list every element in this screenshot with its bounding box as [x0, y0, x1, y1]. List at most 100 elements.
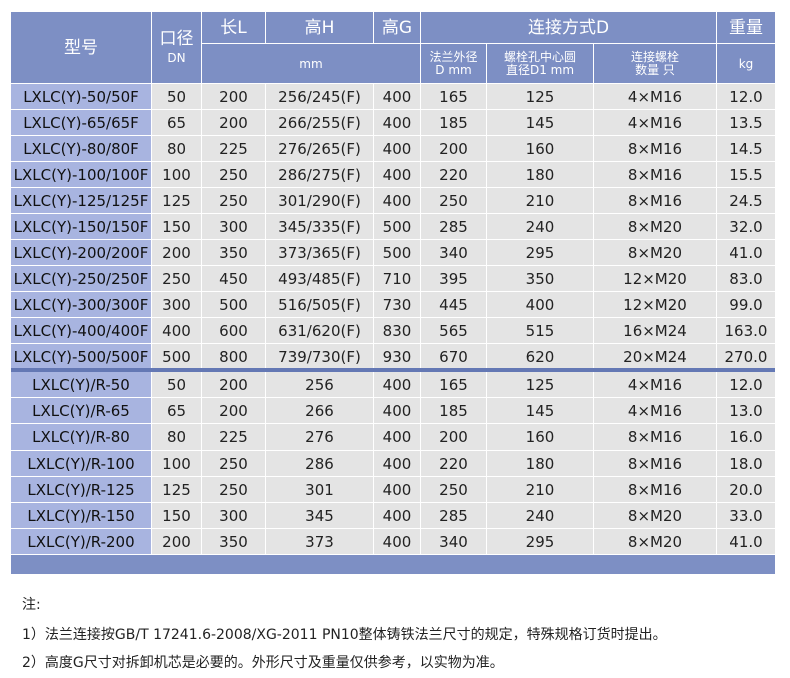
- cell-dn: 50: [152, 372, 202, 399]
- cell-dn: 150: [152, 214, 202, 240]
- cell-height-h: 286: [266, 450, 374, 477]
- cell-weight: 41.0: [717, 240, 775, 266]
- cell-dn: 500: [152, 344, 202, 370]
- cell-length: 350: [202, 529, 266, 556]
- cell-bolt-circle: 180: [487, 450, 594, 477]
- cell-length: 225: [202, 136, 266, 162]
- cell-weight: 12.0: [717, 372, 775, 399]
- cell-height-g: 500: [374, 214, 421, 240]
- cell-weight: 20.0: [717, 476, 775, 503]
- cell-height-g: 400: [374, 503, 421, 530]
- cell-bolt-count: 16×M24: [594, 318, 717, 344]
- table-grid: 型号 口径 DN 长L 高H 高G mm 连接方式D 法兰外径 D mm 螺栓孔…: [11, 12, 775, 574]
- cell-bolt-circle: 350: [487, 266, 594, 292]
- cell-bolt-count: 12×M20: [594, 266, 717, 292]
- cell-height-g: 930: [374, 344, 421, 370]
- cell-flange-od: 565: [421, 318, 487, 344]
- cell-bolt-count: 4×M16: [594, 372, 717, 399]
- cell-model: LXLC(Y)-200/200F: [11, 240, 152, 266]
- cell-weight: 270.0: [717, 344, 775, 370]
- cell-height-g: 400: [374, 450, 421, 477]
- cell-weight: 18.0: [717, 450, 775, 477]
- cell-dn: 125: [152, 188, 202, 214]
- cell-length: 200: [202, 110, 266, 136]
- cell-bolt-count: 4×M16: [594, 110, 717, 136]
- cell-model: LXLC(Y)-300/300F: [11, 292, 152, 318]
- header-bolt-count-l2: 数量 只: [635, 63, 675, 77]
- cell-dn: 125: [152, 476, 202, 503]
- cell-bolt-circle: 210: [487, 476, 594, 503]
- header-kg-unit: kg: [717, 44, 775, 84]
- cell-bolt-count: 8×M16: [594, 424, 717, 451]
- cell-weight: 33.0: [717, 503, 775, 530]
- cell-bolt-circle: 160: [487, 424, 594, 451]
- cell-height-h: 373/365(F): [266, 240, 374, 266]
- cell-height-h: 739/730(F): [266, 344, 374, 370]
- cell-bolt-count: 8×M20: [594, 529, 717, 556]
- cell-model: LXLC(Y)-400/400F: [11, 318, 152, 344]
- cell-model: LXLC(Y)/R-125: [11, 476, 152, 503]
- cell-weight: 14.5: [717, 136, 775, 162]
- header-bolt-count: 连接螺栓 数量 只: [594, 44, 717, 84]
- cell-weight: 99.0: [717, 292, 775, 318]
- cell-length: 250: [202, 450, 266, 477]
- group-divider: [11, 368, 775, 372]
- header-bolt-count-l1: 连接螺栓: [630, 50, 679, 64]
- cell-bolt-circle: 125: [487, 84, 594, 110]
- cell-bolt-count: 8×M20: [594, 240, 717, 266]
- cell-length: 200: [202, 398, 266, 425]
- cell-weight: 41.0: [717, 529, 775, 556]
- cell-flange-od: 285: [421, 503, 487, 530]
- cell-height-g: 730: [374, 292, 421, 318]
- cell-height-g: 400: [374, 84, 421, 110]
- cell-weight: 24.5: [717, 188, 775, 214]
- cell-bolt-circle: 400: [487, 292, 594, 318]
- cell-length: 500: [202, 292, 266, 318]
- cell-model: LXLC(Y)/R-50: [11, 372, 152, 399]
- header-model: 型号: [11, 12, 152, 84]
- cell-height-h: 516/505(F): [266, 292, 374, 318]
- cell-flange-od: 165: [421, 84, 487, 110]
- table-bottom-band: [11, 555, 775, 574]
- cell-weight: 13.5: [717, 110, 775, 136]
- cell-height-g: 400: [374, 476, 421, 503]
- cell-height-h: 256/245(F): [266, 84, 374, 110]
- header-flange-od-l2: D mm: [435, 63, 472, 77]
- cell-model: LXLC(Y)-80/80F: [11, 136, 152, 162]
- header-connection: 连接方式D: [421, 12, 717, 44]
- notes-title: 注:: [22, 597, 41, 613]
- cell-length: 600: [202, 318, 266, 344]
- cell-height-h: 266/255(F): [266, 110, 374, 136]
- cell-length: 250: [202, 188, 266, 214]
- cell-dn: 80: [152, 136, 202, 162]
- cell-height-h: 266: [266, 398, 374, 425]
- cell-dn: 150: [152, 503, 202, 530]
- cell-height-h: 373: [266, 529, 374, 556]
- cell-length: 200: [202, 84, 266, 110]
- cell-height-h: 631/620(F): [266, 318, 374, 344]
- header-height-h: 高H: [266, 12, 374, 44]
- cell-flange-od: 445: [421, 292, 487, 318]
- cell-bolt-circle: 210: [487, 188, 594, 214]
- cell-height-g: 400: [374, 162, 421, 188]
- cell-dn: 400: [152, 318, 202, 344]
- cell-length: 250: [202, 162, 266, 188]
- cell-bolt-circle: 240: [487, 503, 594, 530]
- cell-flange-od: 340: [421, 529, 487, 556]
- cell-dn: 65: [152, 398, 202, 425]
- cell-height-g: 710: [374, 266, 421, 292]
- cell-model: LXLC(Y)-100/100F: [11, 162, 152, 188]
- header-mm-unit: mm: [202, 44, 421, 84]
- cell-height-g: 400: [374, 398, 421, 425]
- cell-weight: 15.5: [717, 162, 775, 188]
- cell-length: 200: [202, 372, 266, 399]
- cell-model: LXLC(Y)-65/65F: [11, 110, 152, 136]
- cell-model: LXLC(Y)/R-200: [11, 529, 152, 556]
- cell-height-h: 256: [266, 372, 374, 399]
- header-dn: 口径 DN: [152, 12, 202, 84]
- cell-length: 450: [202, 266, 266, 292]
- header-bolt-circle-l1: 螺栓孔中心圆: [503, 50, 576, 64]
- cell-flange-od: 185: [421, 398, 487, 425]
- cell-flange-od: 185: [421, 110, 487, 136]
- cell-weight: 83.0: [717, 266, 775, 292]
